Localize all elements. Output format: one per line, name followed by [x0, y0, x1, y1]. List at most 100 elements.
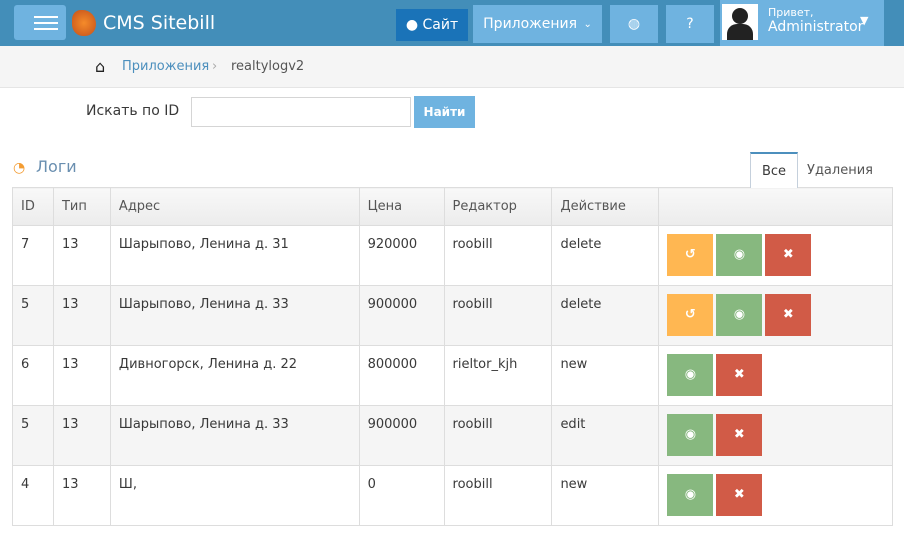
cell-actions: ↺ ◉ ✖	[658, 225, 893, 286]
cell-price: 800000	[358, 345, 445, 406]
help-button[interactable]: ?	[666, 5, 714, 43]
cell-price: 920000	[358, 225, 445, 286]
cell-address: Шарыпово, Ленина д. 33	[109, 285, 360, 346]
cell-action: delete	[551, 225, 660, 286]
cell-price: 900000	[358, 285, 445, 346]
column-header: Цена	[358, 187, 445, 226]
question-icon: ?	[686, 16, 694, 32]
column-header: Действие	[551, 187, 660, 226]
globe-button[interactable]: ◍	[610, 5, 658, 43]
cell-address: Дивногорск, Ленина д. 22	[109, 345, 360, 406]
breadcrumb-apps[interactable]: Приложения	[122, 59, 210, 74]
eye-icon: ●	[405, 17, 423, 33]
close-icon: ✖	[733, 487, 745, 502]
cell-editor: roobill	[443, 225, 553, 286]
chevron-down-icon: ⌄	[577, 18, 592, 30]
cell-type: 13	[52, 465, 111, 526]
close-icon: ✖	[782, 247, 794, 262]
caret-down-icon[interactable]: ▼	[860, 14, 869, 27]
eye-icon: ◉	[684, 487, 697, 502]
table-row: 6 13 Дивногорск, Ленина д. 22 800000 rieltor…	[12, 345, 893, 406]
cell-actions: ↺ ◉ ✖	[658, 285, 893, 346]
globe-icon: ◍	[627, 16, 641, 32]
cell-type: 13	[52, 405, 111, 466]
cell-price: 900000	[358, 405, 445, 466]
cell-actions: ◉ ✖	[658, 465, 893, 526]
delete-button[interactable]: ✖	[716, 474, 763, 516]
eye-icon: ◉	[684, 427, 697, 442]
cell-editor: roobill	[443, 285, 553, 346]
view-button[interactable]: ◉	[716, 294, 763, 336]
undo-icon: ↺	[684, 247, 696, 262]
tab-all[interactable]: Все	[750, 152, 798, 188]
close-icon: ✖	[733, 367, 745, 382]
cell-type: 13	[52, 225, 111, 286]
greeting-text: Привет,	[768, 6, 814, 19]
cell-editor: roobill	[443, 465, 553, 526]
column-header: Адрес	[109, 187, 360, 226]
cell-type: 13	[52, 345, 111, 406]
cell-action: new	[551, 465, 660, 526]
site-label: Сайт	[422, 17, 459, 33]
find-button[interactable]: Найти	[414, 96, 475, 128]
restore-button[interactable]: ↺	[667, 294, 714, 336]
delete-button[interactable]: ✖	[716, 414, 763, 456]
cell-actions: ◉ ✖	[658, 405, 893, 466]
eye-icon: ◉	[733, 247, 746, 262]
column-header	[658, 187, 893, 226]
table-row: 4 13 Ш, 0 roobill new ◉ ✖	[12, 465, 893, 526]
cell-action: delete	[551, 285, 660, 346]
column-header: Тип	[52, 187, 111, 226]
user-greeting[interactable]: Привет, Administrator	[768, 6, 863, 34]
menu-toggle-button[interactable]	[14, 5, 66, 40]
undo-icon: ↺	[684, 307, 696, 322]
view-button[interactable]: ◉	[667, 354, 714, 396]
search-label: Искать по ID	[86, 103, 180, 119]
table-row: 7 13 Шарыпово, Ленина д. 31 920000 roobill de…	[12, 225, 893, 286]
close-icon: ✖	[782, 307, 794, 322]
table-row: 5 13 Шарыпово, Ленина д. 33 900000 roobill de…	[12, 285, 893, 346]
cell-address: Ш,	[109, 465, 360, 526]
delete-button[interactable]: ✖	[765, 294, 812, 336]
logs-table: ID Тип Адрес Цена Редактор Действие 7 13 Шарыпо…	[12, 187, 893, 526]
cell-id: 6	[12, 345, 54, 406]
view-button[interactable]: ◉	[667, 414, 714, 456]
cell-action: edit	[551, 405, 660, 466]
avatar[interactable]	[722, 4, 758, 40]
delete-button[interactable]: ✖	[765, 234, 812, 276]
cell-action: new	[551, 345, 660, 406]
cell-actions: ◉ ✖	[658, 345, 893, 406]
logo-icon	[72, 10, 96, 36]
apps-dropdown[interactable]: Приложения ⌄	[473, 5, 602, 43]
cell-id: 4	[12, 465, 54, 526]
breadcrumb-current: realtylogv2	[231, 59, 305, 74]
cell-editor: roobill	[443, 405, 553, 466]
cell-id: 5	[12, 405, 54, 466]
cell-address: Шарыпово, Ленина д. 33	[109, 405, 360, 466]
restore-button[interactable]: ↺	[667, 234, 714, 276]
column-header: ID	[12, 187, 54, 226]
cell-id: 5	[12, 285, 54, 346]
section-title: Логи	[36, 157, 77, 176]
apps-label: Приложения	[483, 16, 578, 32]
search-id-input[interactable]	[191, 97, 411, 127]
home-icon[interactable]: ⌂	[95, 57, 106, 76]
column-header: Редактор	[443, 187, 553, 226]
breadcrumb: ⌂ Приложения › realtylogv2	[0, 46, 904, 88]
delete-button[interactable]: ✖	[716, 354, 763, 396]
eye-icon: ◉	[684, 367, 697, 382]
site-button[interactable]: ● Сайт	[396, 9, 468, 41]
cell-address: Шарыпово, Ленина д. 31	[109, 225, 360, 286]
tab-deletions[interactable]: Удаления	[807, 162, 873, 178]
username: Administrator	[768, 19, 864, 35]
cell-type: 13	[52, 285, 111, 346]
close-icon: ✖	[733, 427, 745, 442]
view-button[interactable]: ◉	[716, 234, 763, 276]
rss-icon: ◔	[13, 160, 26, 176]
eye-icon: ◉	[733, 307, 746, 322]
brand[interactable]: CMS Sitebill	[103, 12, 216, 34]
table-row: 5 13 Шарыпово, Ленина д. 33 900000 roobill ed…	[12, 405, 893, 466]
view-button[interactable]: ◉	[667, 474, 714, 516]
breadcrumb-separator: ›	[212, 59, 218, 74]
cell-editor: rieltor_kjh	[443, 345, 553, 406]
